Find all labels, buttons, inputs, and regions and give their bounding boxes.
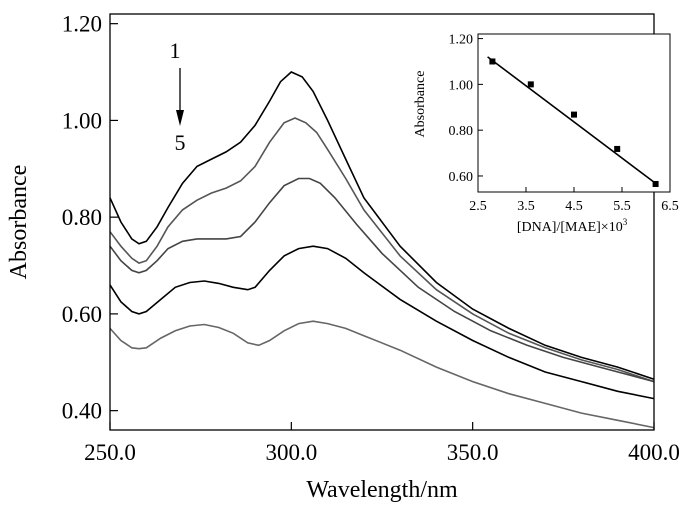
spectrum-line-5: [109, 320, 655, 429]
x-tick-label: 250.0: [84, 440, 136, 465]
inset-x-tick-label: 6.5: [661, 199, 679, 214]
inset-y-tick-label: 0.60: [449, 170, 474, 185]
y-tick-label: 0.80: [62, 205, 102, 230]
y-tick-label: 1.20: [62, 12, 102, 37]
inset-x-axis-title-exponent: 3: [623, 217, 628, 227]
inset-data-point-4: [614, 145, 621, 152]
spectrum-line-2: [109, 117, 655, 383]
x-tick-label: 400.0: [628, 440, 680, 465]
inset-data-point-1: [489, 58, 496, 65]
inset-x-axis-title: [DNA]/[MAE]×103: [517, 217, 628, 235]
spectrum-line-3: [109, 177, 655, 383]
spectrum-line-1: [109, 71, 655, 380]
spectrum-line-4: [109, 245, 655, 400]
arrow-start-label: 1: [170, 38, 181, 63]
inset-x-axis-title-text: [DNA]/[MAE]×10: [517, 220, 623, 235]
inset-y-tick-label: 1.00: [449, 78, 474, 93]
inset-plot: 2.5 3.5 4.5 5.5 6.5 0.60 0.80 1.00 1.20 Absorba…: [413, 33, 679, 235]
inset-data-point-5: [652, 180, 659, 187]
inset-x-tick-label: 2.5: [469, 199, 487, 214]
y-tick-label: 0.40: [62, 399, 102, 424]
inset-x-tick-label: 5.5: [613, 199, 631, 214]
main-x-axis-title: Wavelength/nm: [306, 477, 458, 503]
arrow-end-label: 5: [175, 130, 186, 155]
x-tick-label: 300.0: [265, 440, 317, 465]
inset-y-tick-label: 0.80: [449, 124, 474, 139]
x-tick-label: 350.0: [447, 440, 499, 465]
inset-fit-line: [487, 56, 659, 186]
inset-y-axis-title: Absorbance: [413, 71, 428, 138]
main-x-ticks: 250.0 300.0 350.0 400.0: [84, 422, 680, 465]
y-tick-label: 0.60: [62, 302, 102, 327]
main-plot-frame: [109, 13, 655, 431]
inset-y-tick-label: 1.20: [449, 33, 474, 48]
inset-y-ticks: 0.60 0.80 1.00 1.20: [449, 33, 483, 185]
inset-x-ticks: 2.5 3.5 4.5 5.5 6.5: [469, 187, 679, 214]
main-y-ticks: 0.40 0.60 0.80 1.00 1.20: [62, 12, 118, 424]
inset-data-point-2: [527, 81, 534, 88]
main-plot: 250.0 300.0 350.0 400.0 0.40 0.60 0.80 1.00 1.2…: [6, 12, 680, 503]
inset-x-tick-label: 3.5: [517, 199, 535, 214]
inset-marks: [487, 56, 659, 187]
y-tick-label: 1.00: [62, 108, 102, 133]
main-series-group: [109, 71, 655, 429]
inset-data-point-3: [571, 111, 577, 118]
main-y-axis-title: Absorbance: [6, 165, 32, 280]
arrow-head-icon: [176, 110, 184, 126]
inset-x-tick-label: 4.5: [565, 199, 583, 214]
